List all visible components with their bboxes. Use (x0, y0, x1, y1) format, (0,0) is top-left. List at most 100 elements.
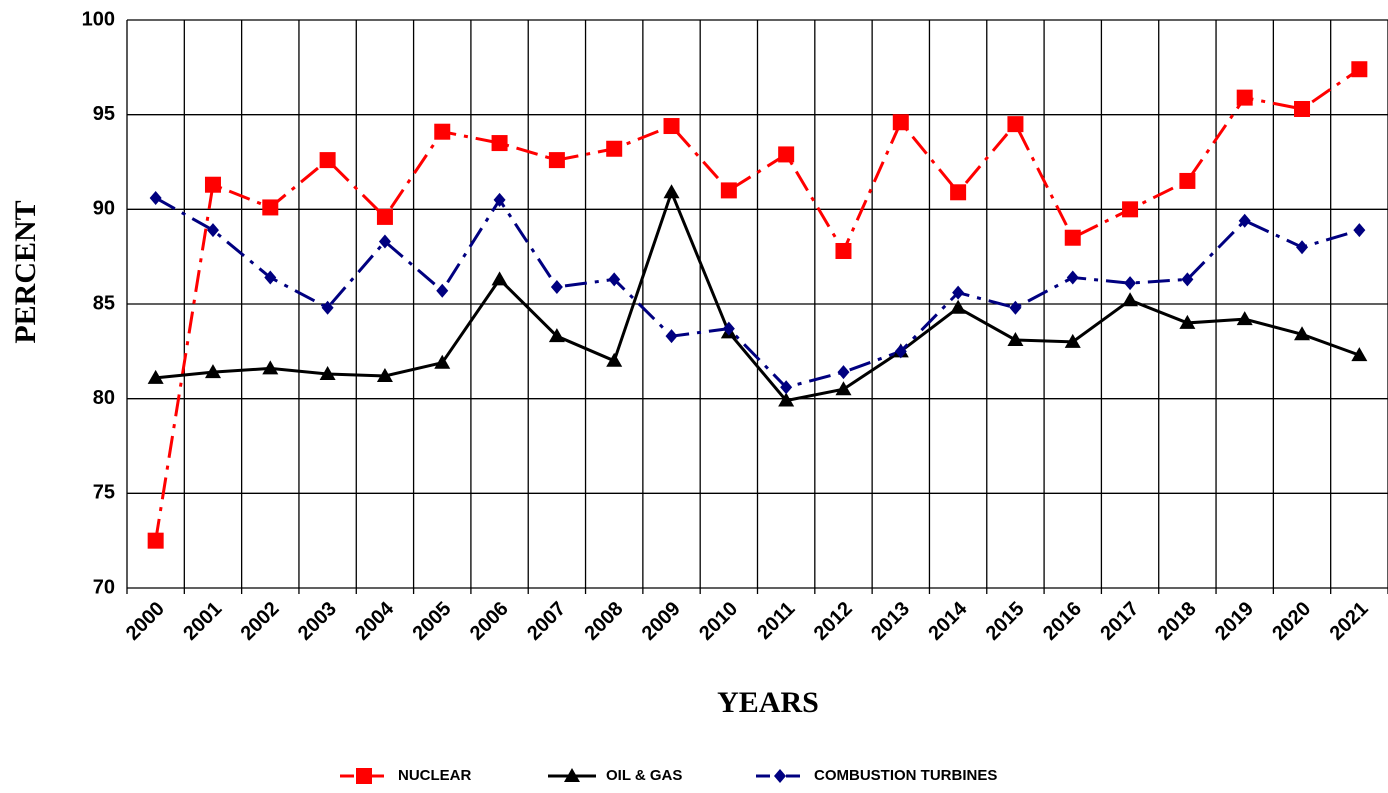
marker (778, 146, 795, 163)
marker (1294, 326, 1311, 341)
marker (564, 768, 580, 782)
x-tick-label: 2020 (1268, 598, 1315, 645)
x-tick-label: 2011 (753, 598, 799, 644)
marker (1236, 89, 1253, 106)
marker (378, 234, 391, 249)
marker (663, 184, 680, 199)
y-tick-label: 85 (93, 292, 115, 314)
marker (1066, 270, 1079, 285)
x-tick-label: 2008 (580, 598, 627, 645)
y-tick-label: 75 (93, 482, 115, 504)
marker (1007, 116, 1024, 133)
marker (376, 208, 393, 225)
marker (1351, 61, 1368, 78)
marker (952, 285, 965, 300)
marker (204, 364, 221, 379)
marker (1179, 172, 1196, 189)
marker (548, 152, 565, 169)
marker (206, 223, 219, 238)
x-tick-label: 2001 (179, 598, 226, 645)
marker (1181, 272, 1194, 287)
marker (319, 152, 336, 169)
y-tick-label: 95 (93, 103, 115, 125)
x-tick-label: 2010 (695, 598, 742, 645)
marker (1124, 276, 1137, 291)
marker (606, 352, 623, 367)
y-axis-title: PERCENT (9, 200, 42, 343)
marker (1009, 300, 1022, 315)
marker (1064, 229, 1081, 246)
x-tick-label: 2017 (1096, 598, 1143, 645)
marker (376, 367, 393, 382)
marker (606, 140, 623, 157)
series-line (154, 67, 1361, 541)
marker (774, 769, 786, 783)
marker (892, 114, 909, 131)
marker (147, 369, 164, 384)
marker (1351, 347, 1368, 362)
marker (950, 299, 967, 314)
marker (262, 199, 279, 216)
marker (436, 283, 449, 298)
x-tick-label: 2002 (237, 598, 284, 645)
x-tick-label: 2021 (1326, 598, 1373, 645)
marker (434, 123, 451, 140)
marker (835, 381, 852, 396)
marker (1236, 311, 1253, 326)
marker (262, 360, 279, 375)
x-tick-label: 2007 (523, 598, 570, 645)
marker (493, 192, 506, 207)
marker (1007, 331, 1024, 346)
legend-label: NUCLEAR (398, 767, 471, 784)
marker (722, 321, 735, 336)
marker (894, 344, 907, 359)
marker (550, 279, 563, 294)
marker (1179, 314, 1196, 329)
legend-label: OIL & GAS (606, 767, 682, 784)
x-tick-label: 2004 (351, 597, 399, 645)
y-tick-label: 80 (93, 387, 115, 409)
x-tick-label: 2014 (924, 597, 972, 645)
x-tick-label: 2019 (1211, 598, 1258, 645)
marker (1238, 213, 1251, 228)
marker (1122, 292, 1139, 307)
x-tick-label: 2009 (638, 598, 685, 645)
marker (778, 392, 795, 407)
marker (663, 118, 680, 135)
marker (608, 272, 621, 287)
x-axis-title: YEARS (717, 686, 819, 719)
marker (321, 300, 334, 315)
marker (665, 329, 678, 344)
x-tick-label: 2006 (466, 598, 513, 645)
marker (491, 271, 508, 286)
marker (319, 366, 336, 381)
marker (356, 768, 372, 784)
x-tick-label: 2000 (122, 598, 169, 645)
marker (1294, 100, 1311, 117)
y-tick-label: 100 (82, 8, 115, 30)
x-tick-label: 2018 (1154, 598, 1201, 645)
series-line (154, 196, 1360, 389)
marker (780, 380, 793, 395)
x-tick-label: 2013 (867, 598, 914, 645)
x-tick-label: 2003 (294, 598, 341, 645)
marker (147, 532, 164, 549)
marker (491, 135, 508, 152)
marker (204, 176, 221, 193)
y-tick-label: 70 (93, 576, 115, 598)
legend-label: COMBUSTION TURBINES (814, 767, 997, 784)
marker (1353, 223, 1366, 238)
marker (835, 242, 852, 259)
marker (1122, 201, 1139, 218)
marker (950, 184, 967, 201)
x-tick-label: 2016 (1039, 598, 1086, 645)
marker (434, 354, 451, 369)
x-tick-label: 2005 (408, 598, 455, 645)
marker (1296, 240, 1309, 255)
x-tick-label: 2012 (810, 598, 857, 645)
series-line (155, 188, 1360, 403)
marker (548, 328, 565, 343)
marker (264, 270, 277, 285)
